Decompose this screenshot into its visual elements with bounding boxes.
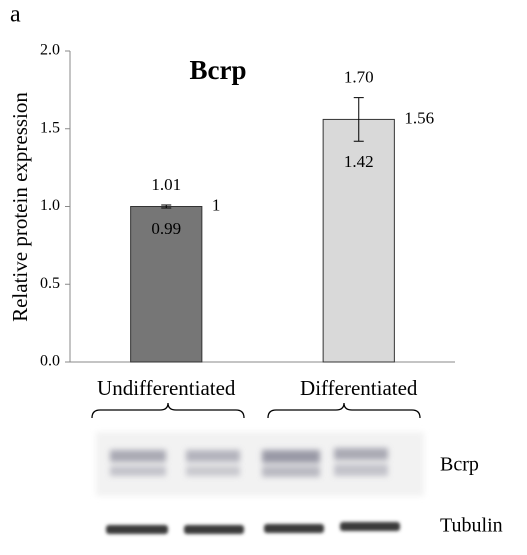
value-label: 1.56 [404, 108, 434, 127]
error-upper-label: 1.70 [344, 68, 374, 87]
error-lower-label: 0.99 [151, 219, 181, 238]
blot-label: Tubulin [440, 515, 503, 537]
bar [322, 118, 395, 363]
western-blot: Bcrp Tubulin [96, 432, 503, 537]
panel-label: a [10, 2, 21, 28]
error-bar [353, 97, 364, 142]
error-upper-label: 1.01 [151, 175, 181, 194]
y-axis-label: Relative protein expression [8, 92, 32, 322]
y-tick-label: 2.0 [40, 42, 60, 59]
y-tick-label: 1.5 [40, 119, 60, 136]
braces [91, 402, 421, 419]
y-tick-label: 0.5 [40, 275, 60, 292]
chart-title: Bcrp [190, 55, 247, 85]
x-tick-label: Undifferentiated [97, 376, 236, 400]
value-label: 1 [212, 195, 221, 214]
x-tick-label: Differentiated [300, 376, 418, 400]
blot-label: Bcrp [440, 454, 479, 476]
error-bar [161, 204, 172, 209]
error-lower-label: 1.42 [344, 152, 374, 171]
y-tick-label: 1.0 [40, 197, 60, 214]
y-tick-label: 0.0 [40, 353, 60, 370]
